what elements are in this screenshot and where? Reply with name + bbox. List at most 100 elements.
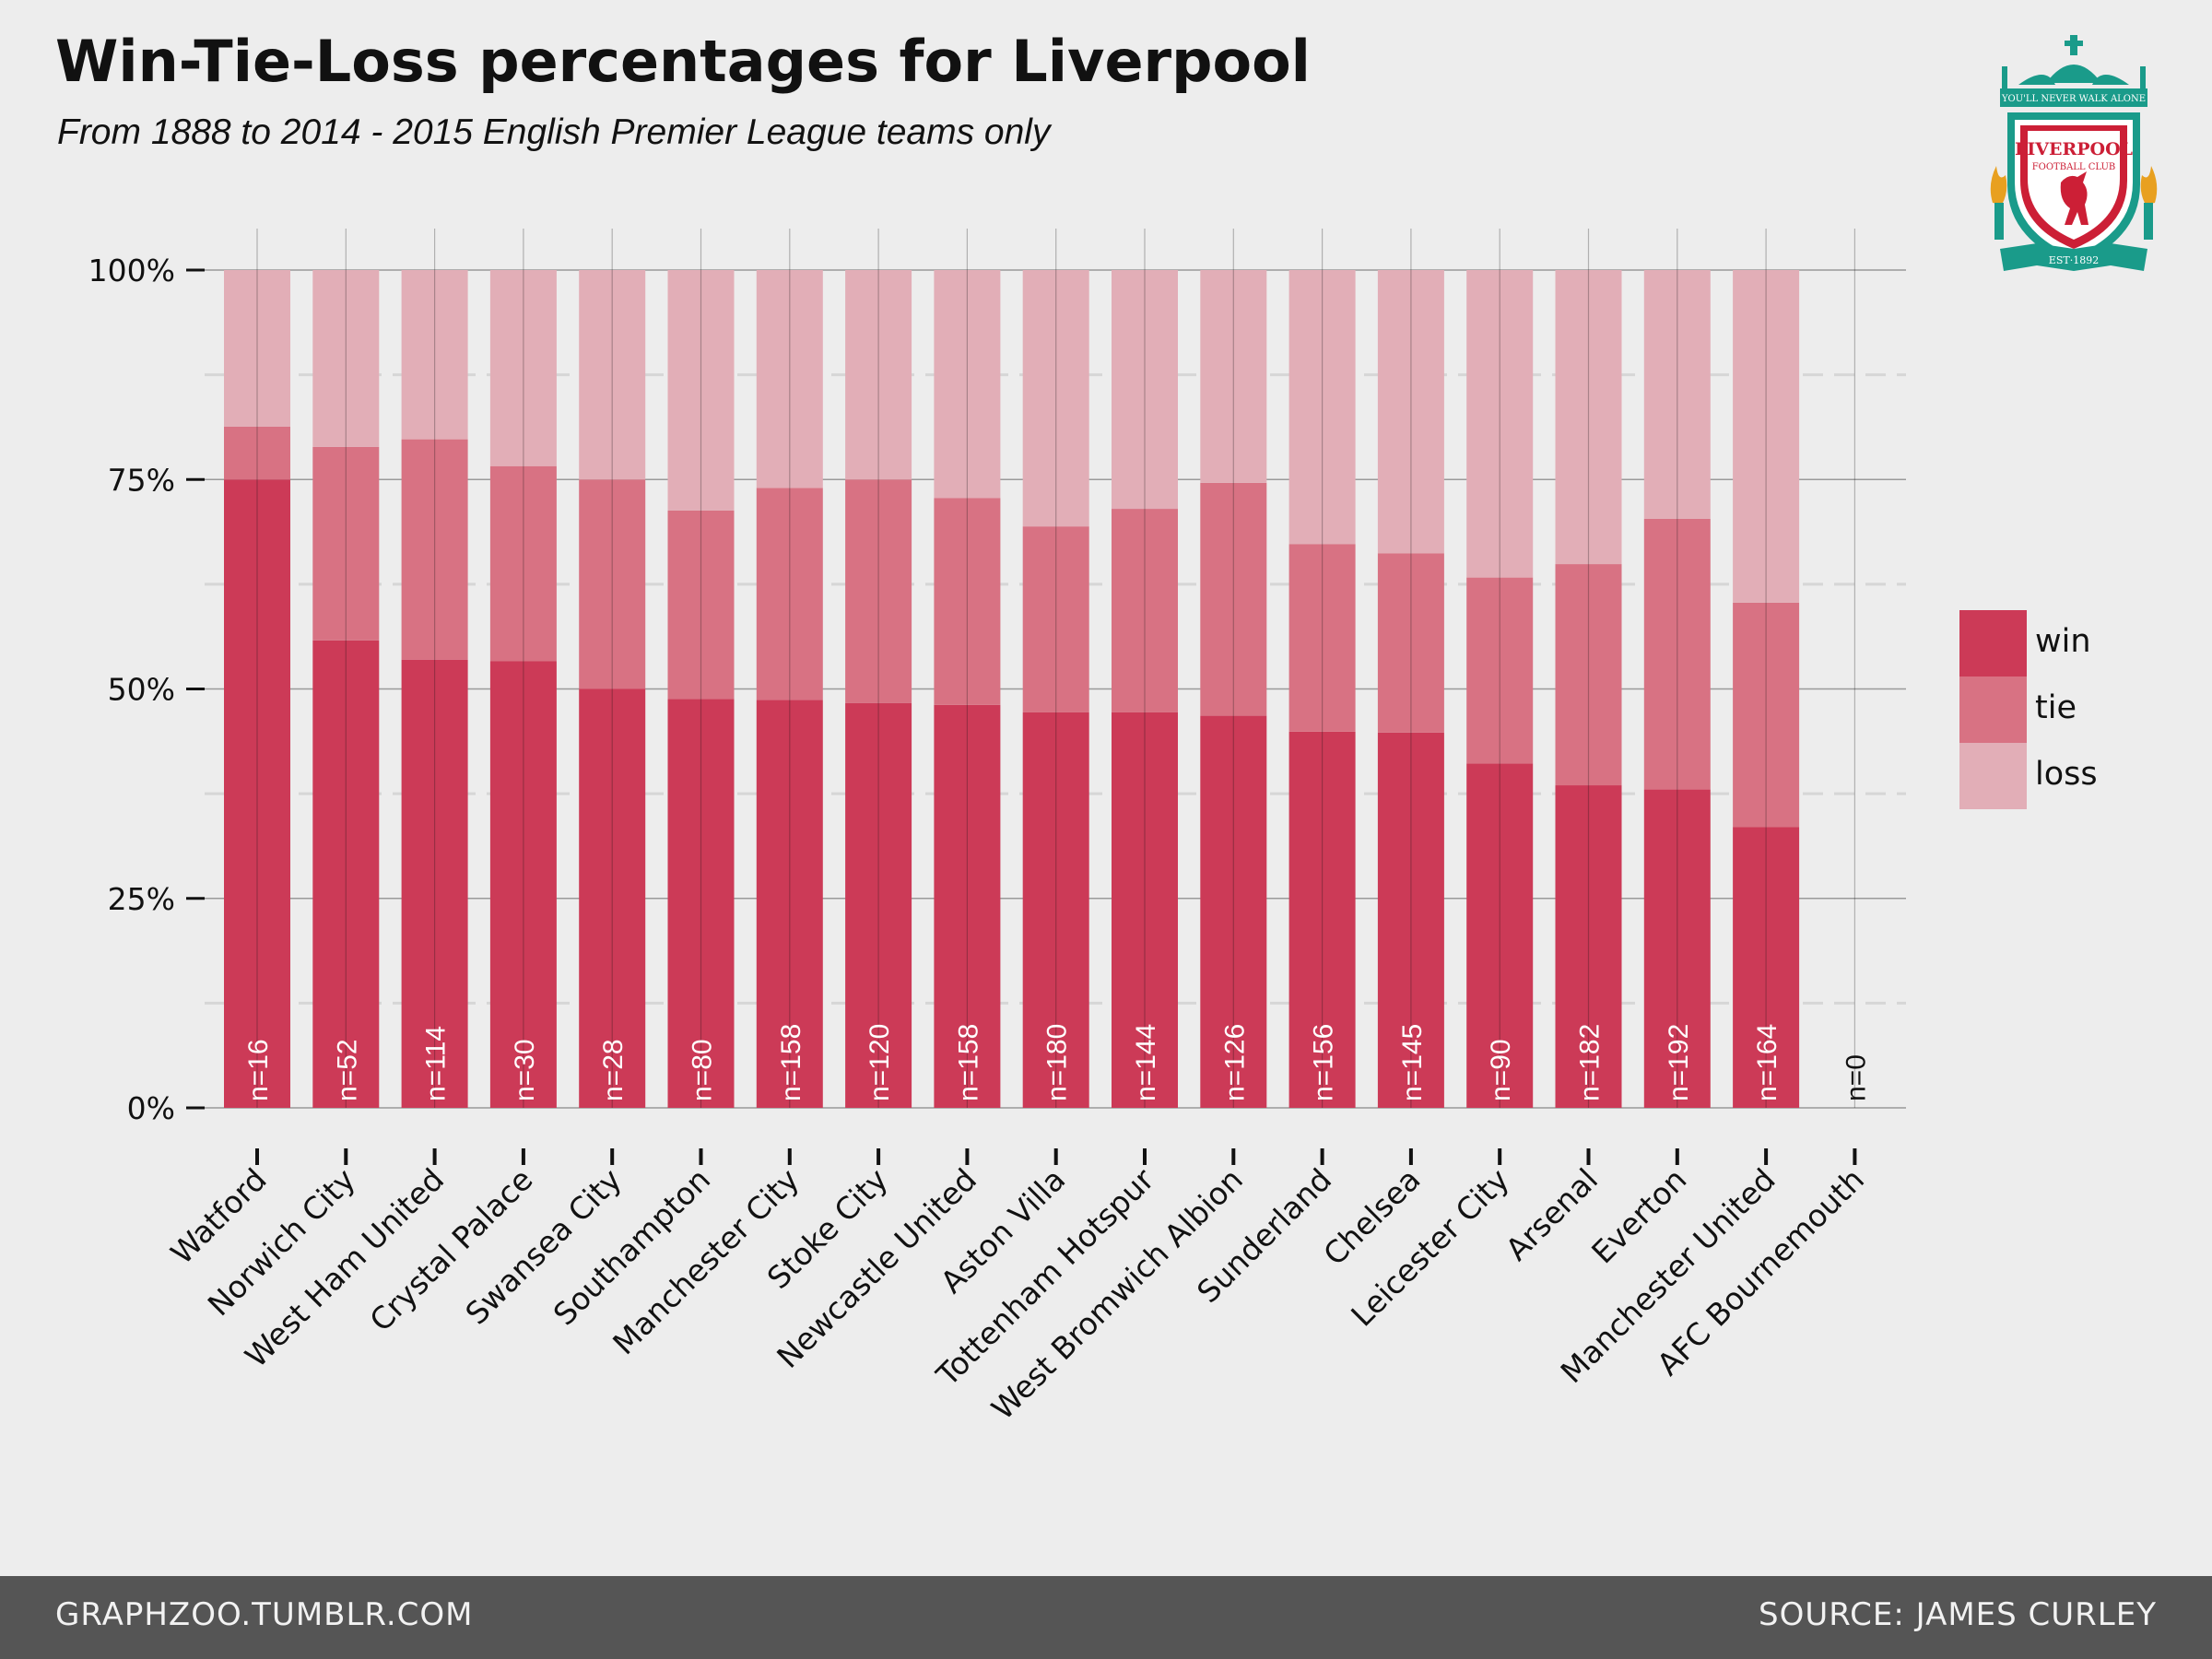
legend-label-win: win: [2035, 623, 2091, 660]
bar-win-14: [1466, 763, 1534, 1108]
sample-size-label: n=16: [243, 1039, 274, 1101]
bar-loss-13: [1377, 270, 1444, 554]
x-tick-label: Leicester City: [1344, 1161, 1516, 1334]
sample-size-label: n=126: [1219, 1024, 1250, 1101]
bar-win-3: [489, 661, 557, 1108]
bars-layer: [224, 270, 1800, 1108]
bar-win-13: [1377, 732, 1444, 1108]
bar-loss-16: [1643, 270, 1711, 519]
sample-size-label: n=0: [1841, 1054, 1871, 1101]
legend-swatch-loss: [1959, 743, 2027, 809]
stacked-bar-chart: n=16 n=52 n=114 n=30 n=28 n=80 n=158 n=120 n=158…: [88, 229, 1906, 1427]
y-tick-label: 0%: [127, 1090, 175, 1126]
bar-loss-1: [312, 270, 380, 447]
bar-win-11: [1200, 715, 1267, 1108]
bar-tie-2: [401, 439, 468, 660]
bar-tie-13: [1377, 553, 1444, 733]
logo-sub: FOOTBALL CLUB: [2032, 162, 2116, 172]
bar-loss-8: [934, 270, 1001, 499]
bar-win-7: [845, 702, 912, 1108]
bar-tie-1: [312, 446, 380, 641]
footer-bar: GRAPHZOO.TUMBLR.COM SOURCE: JAMES CURLEY: [0, 1576, 2212, 1659]
bar-win-8: [934, 704, 1001, 1108]
bar-loss-14: [1466, 270, 1534, 578]
bar-loss-10: [1112, 270, 1178, 510]
y-tick-label: 100%: [88, 253, 175, 288]
sample-size-label: n=192: [1664, 1024, 1694, 1101]
x-tick-label: Crystal Palace: [362, 1161, 539, 1338]
bar-tie-7: [845, 479, 912, 703]
legend-swatch-win: [1959, 610, 2027, 677]
x-tick-label: Arsenal: [1499, 1161, 1605, 1267]
sample-size-label: n=120: [865, 1024, 895, 1101]
sample-size-label: n=145: [1397, 1024, 1428, 1101]
sample-size-label: n=52: [332, 1039, 362, 1101]
bar-loss-17: [1733, 270, 1800, 603]
chart-subtitle: From 1888 to 2014 - 2015 English Premier…: [57, 112, 1051, 152]
bar-win-9: [1022, 712, 1089, 1108]
legend-label-loss: loss: [2035, 756, 2098, 793]
y-tick-label: 75%: [108, 462, 175, 498]
bar-win-2: [401, 659, 468, 1108]
sample-size-label: n=28: [598, 1039, 629, 1101]
legend-item-tie: tie: [1959, 677, 2144, 743]
sample-size-label: n=90: [1486, 1039, 1516, 1101]
sample-size-label: n=144: [1131, 1024, 1161, 1101]
bar-win-10: [1112, 712, 1178, 1108]
chart-title: Win-Tie-Loss percentages for Liverpool: [55, 28, 1311, 95]
sample-size-labels: n=16 n=52 n=114 n=30 n=28 n=80 n=158 n=120 n=158…: [243, 1024, 1871, 1101]
legend-item-loss: loss: [1959, 743, 2144, 809]
bar-win-5: [667, 699, 735, 1108]
bar-win-17: [1733, 827, 1800, 1108]
bar-tie-6: [756, 488, 823, 700]
legend-item-win: win: [1959, 610, 2144, 677]
bar-loss-4: [579, 270, 646, 480]
x-tick-label: Southampton: [547, 1161, 717, 1332]
bar-tie-5: [667, 510, 735, 700]
bar-win-1: [312, 640, 380, 1108]
logo-motto: YOU'LL NEVER WALK ALONE: [2001, 94, 2146, 104]
bar-tie-0: [224, 426, 290, 480]
sample-size-label: n=80: [688, 1039, 718, 1101]
y-tick-label: 50%: [108, 672, 175, 708]
sample-size-label: n=180: [1042, 1024, 1073, 1101]
sample-size-label: n=156: [1309, 1024, 1339, 1101]
bar-tie-9: [1022, 526, 1089, 712]
sample-size-label: n=158: [953, 1024, 983, 1101]
bar-tie-10: [1112, 509, 1178, 712]
bar-tie-12: [1288, 544, 1356, 732]
bar-win-4: [579, 688, 646, 1108]
footer-source: SOURCE: JAMES CURLEY: [1759, 1596, 2157, 1633]
liverpool-crest-logo: YOU'LL NEVER WALK ALONE LIVERPOOL FOOTBA…: [1990, 35, 2158, 271]
bar-loss-5: [667, 270, 735, 511]
bar-tie-4: [579, 479, 646, 689]
vertical-gridlines: [256, 229, 1856, 1108]
bar-win-12: [1288, 731, 1356, 1108]
y-tick-label: 25%: [108, 881, 175, 917]
x-tick-label: Swansea City: [458, 1161, 629, 1332]
legend-label-tie: tie: [2035, 689, 2077, 726]
legend-swatch-tie: [1959, 677, 2027, 743]
bar-loss-11: [1200, 270, 1267, 483]
bar-loss-9: [1022, 270, 1089, 527]
logo-name: LIVERPOOL: [2015, 139, 2133, 159]
footer-site-link[interactable]: GRAPHZOO.TUMBLR.COM: [55, 1596, 474, 1633]
bar-win-16: [1643, 789, 1711, 1108]
sample-size-label: n=30: [510, 1039, 540, 1101]
bar-tie-8: [934, 498, 1001, 705]
bar-tie-15: [1555, 564, 1622, 786]
sample-size-label: n=114: [421, 1026, 452, 1101]
bar-loss-7: [845, 270, 912, 480]
bar-tie-11: [1200, 482, 1267, 716]
bar-loss-3: [489, 270, 557, 466]
sample-size-label: n=164: [1752, 1024, 1783, 1101]
bar-win-0: [224, 479, 290, 1108]
bar-loss-2: [401, 270, 468, 440]
sample-size-label: n=182: [1575, 1024, 1606, 1101]
bar-tie-3: [489, 465, 557, 662]
bar-loss-6: [756, 270, 823, 488]
sample-size-label: n=158: [776, 1024, 806, 1101]
bar-tie-17: [1733, 602, 1800, 828]
bar-win-15: [1555, 785, 1622, 1108]
bar-loss-15: [1555, 270, 1622, 565]
